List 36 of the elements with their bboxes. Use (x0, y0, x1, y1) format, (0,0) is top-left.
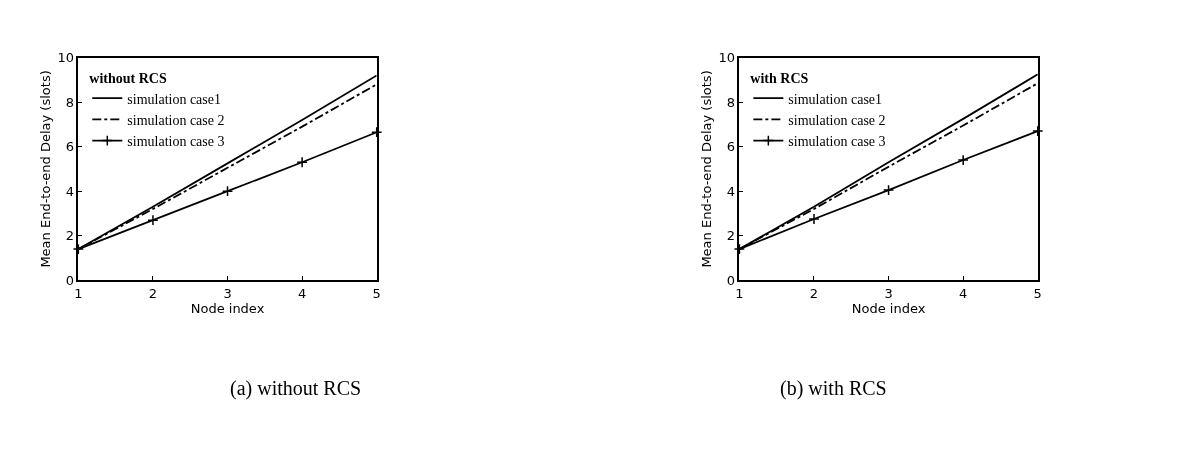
legend-title: with RCS (750, 70, 809, 86)
x-tick-label: 5 (1033, 285, 1042, 301)
x-tick-label: 3 (223, 285, 232, 301)
legend-label: simulation case1 (127, 91, 221, 107)
y-tick-label: 10 (57, 50, 74, 66)
y-tick-label: 6 (65, 139, 74, 155)
x-tick-label: 1 (74, 285, 83, 301)
legend-label: simulation case 3 (127, 134, 225, 149)
legend-label: simulation case 2 (127, 112, 225, 128)
y-tick-label: 4 (726, 183, 736, 199)
legend-title: without RCS (89, 70, 167, 86)
legend-label: simulation case1 (788, 91, 883, 107)
y-tick-label: 2 (65, 228, 74, 244)
x-tick-label: 2 (809, 285, 819, 301)
x-tick-label: 3 (884, 285, 893, 301)
text: (a) without RCS (230, 377, 362, 400)
legend-label: simulation case 3 (788, 134, 886, 149)
y-axis-title: Mean End-to-end Delay (slots) (37, 70, 53, 268)
x-tick-label: 4 (297, 285, 307, 301)
x-tick-label: 4 (959, 285, 968, 301)
x-axis-title: Node index (190, 300, 265, 316)
x-tick-label: 1 (735, 285, 744, 301)
x-tick-label: 5 (372, 285, 381, 301)
y-tick-label: 8 (726, 94, 736, 110)
y-tick-label: 0 (726, 272, 736, 288)
y-tick-label: 4 (65, 183, 74, 199)
y-tick-label: 6 (726, 139, 736, 155)
x-tick-label: 2 (148, 285, 158, 301)
y-tick-label: 8 (65, 94, 74, 110)
y-tick-label: 2 (726, 228, 736, 244)
legend-label: simulation case 2 (788, 112, 886, 128)
y-tick-label: 0 (65, 272, 74, 288)
y-axis-title: Mean End-to-end Delay (slots) (698, 70, 714, 268)
x-axis-title: Node index (851, 300, 926, 316)
y-tick-label: 10 (718, 50, 736, 66)
text: (b) with RCS (780, 377, 887, 400)
